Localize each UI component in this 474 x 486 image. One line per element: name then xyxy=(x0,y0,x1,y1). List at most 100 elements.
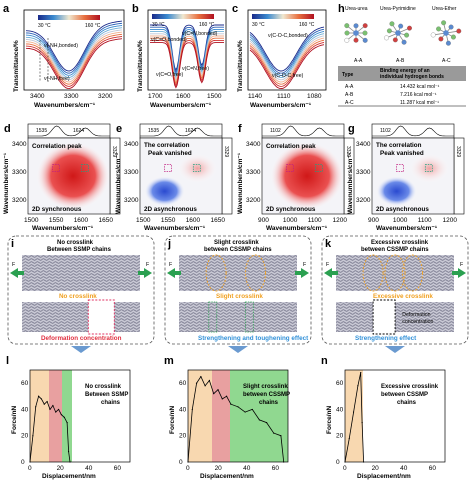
x-tick: 1100 xyxy=(308,217,322,224)
y-tick: 20 xyxy=(336,433,344,440)
y-tick: 0 xyxy=(21,459,25,466)
panel-letter-m: m xyxy=(164,355,174,367)
x-tick: 60 xyxy=(272,465,280,472)
spectra-curves xyxy=(25,20,123,90)
atom xyxy=(353,37,359,43)
data-point xyxy=(283,461,285,463)
data-point xyxy=(69,461,71,463)
y-tick: 3200 xyxy=(124,197,139,204)
spectrum-line xyxy=(25,36,123,87)
negative-peak xyxy=(144,176,186,207)
colorbar-max-label: 160 °C xyxy=(85,23,101,29)
y-tick: 3400 xyxy=(246,141,261,148)
x-tick: 0 xyxy=(186,465,190,472)
y-tick: 3300 xyxy=(246,169,261,176)
force-label: F xyxy=(146,262,149,268)
plot-frame xyxy=(23,9,125,91)
spectrum-line xyxy=(25,33,123,85)
spectrum-line xyxy=(25,25,123,76)
spectrum-line xyxy=(249,42,325,87)
data-point xyxy=(67,450,70,453)
force-curve xyxy=(29,395,71,463)
highlight-box xyxy=(314,164,323,172)
atom xyxy=(353,23,359,29)
chain-bundle-top xyxy=(336,255,454,291)
sim-title-line2: between CSSMP chains xyxy=(204,247,272,253)
y-tick: 20 xyxy=(21,433,29,440)
table-cell-energy: 11.287 kcal mol⁻¹ xyxy=(400,100,439,106)
x-tick: 20 xyxy=(57,465,65,472)
x-tick: 1600 xyxy=(74,217,89,224)
x-tick: 20 xyxy=(372,465,380,472)
crosslink-region xyxy=(384,254,406,292)
y-axis-label: Force/nN xyxy=(326,406,333,434)
sim-title-line1: Excessive crosslink xyxy=(371,240,429,246)
atom xyxy=(389,21,395,27)
x-tick: 900 xyxy=(258,217,269,224)
highlight-box xyxy=(424,164,433,172)
spectrum-line xyxy=(249,26,325,72)
colorbar-min-label: 30 °C xyxy=(38,23,51,29)
data-point xyxy=(29,461,31,463)
panel-letter-l: l xyxy=(6,355,9,367)
x-axis-label: Wavenumbers/cm⁻¹ xyxy=(32,225,93,232)
data-point xyxy=(357,385,359,387)
atom xyxy=(353,30,359,36)
down-arrow xyxy=(228,346,248,353)
y-axis-label: Wavenumbers/cm⁻¹ xyxy=(115,153,122,214)
panel-b: b 30 °C 160 °C ν(C=O,bonded) ν(C=N,bonde… xyxy=(132,3,227,109)
atom xyxy=(344,23,350,29)
molecule-sub: A-C xyxy=(442,58,451,64)
weak-peak xyxy=(176,153,218,184)
spectrum-line xyxy=(150,39,224,87)
atom xyxy=(401,39,407,45)
x-tick: 1080 xyxy=(307,93,322,100)
molecule-models xyxy=(344,20,462,46)
x-tick: 20 xyxy=(215,465,223,472)
data-point xyxy=(237,406,239,408)
x-tick: 1650 xyxy=(99,217,114,224)
data-point xyxy=(217,389,219,391)
annotation-free: ν(-NH,free) xyxy=(44,76,70,82)
top-trace xyxy=(140,125,222,137)
data-point xyxy=(230,403,232,405)
peak-label: 1535 xyxy=(36,128,47,134)
x-axis-label: Wavenumbers/cm⁻¹ xyxy=(376,225,437,232)
table-cell-type: A-B xyxy=(345,92,354,98)
data-point xyxy=(251,408,253,411)
x-tick: 1500 xyxy=(24,217,39,224)
spectrum-line xyxy=(150,35,224,83)
data-point xyxy=(258,419,261,421)
molecule-name: Urea-urea xyxy=(345,6,368,12)
data-point xyxy=(66,421,68,424)
atom xyxy=(450,34,456,40)
annotation: ν(C=N,bonded) xyxy=(182,31,218,37)
x-axis-label: Displacement/nm xyxy=(42,473,96,480)
map-panel-d: d 1535 1624 3329 Correlation peak 2D synchron… xyxy=(3,123,121,232)
data-point xyxy=(352,411,355,413)
data-point xyxy=(35,406,37,408)
panel-letter-b: b xyxy=(132,3,139,15)
top-trace xyxy=(372,125,454,137)
side-peak-label: 3329 xyxy=(223,146,229,157)
y-tick: 3400 xyxy=(124,141,139,148)
atom xyxy=(384,35,389,41)
force-label: F xyxy=(12,262,15,268)
atom xyxy=(448,24,454,30)
y-tick: 0 xyxy=(179,459,183,466)
x-tick: 40 xyxy=(243,465,251,472)
spectrum-line xyxy=(25,27,123,79)
atom xyxy=(443,30,449,36)
sim-bottom-label: Strengthening effect xyxy=(355,335,417,342)
deformation-zone xyxy=(87,299,115,335)
down-arrow xyxy=(385,346,405,353)
x-tick: 3300 xyxy=(64,93,79,100)
x-tick: 3200 xyxy=(98,93,113,100)
spectrum-line xyxy=(25,31,123,83)
y-axis-label: Wavenumbers/cm⁻¹ xyxy=(237,153,244,214)
plot-frame xyxy=(247,9,327,91)
map-title: Correlation peak xyxy=(266,143,316,150)
